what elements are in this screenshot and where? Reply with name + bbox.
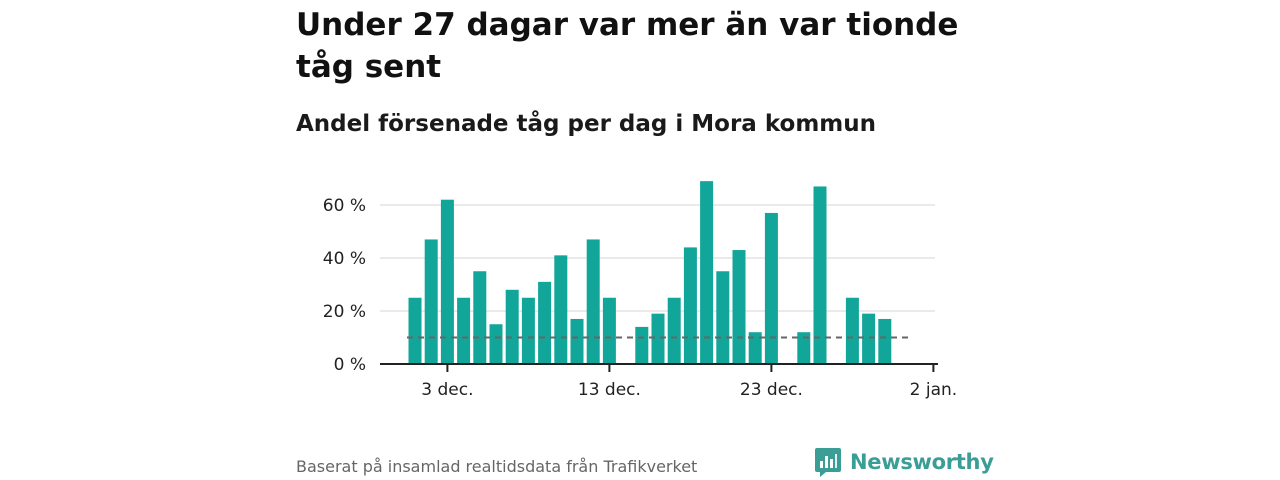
y-tick-label: 20 % <box>323 302 366 322</box>
gridlines <box>380 204 935 312</box>
bar <box>424 239 438 364</box>
bar <box>878 318 892 364</box>
bar <box>408 297 422 364</box>
chart-title: Under 27 dagar var mer än var tionde tåg… <box>296 7 959 85</box>
bar <box>716 271 730 364</box>
bar <box>521 297 535 364</box>
x-tick-label: 2 jan. <box>910 380 958 400</box>
newsworthy-logo-icon <box>815 448 841 477</box>
bar <box>667 297 681 364</box>
x-tick-label: 23 dec. <box>740 380 803 400</box>
bar <box>748 332 762 364</box>
bar <box>813 186 827 364</box>
bar <box>489 324 503 364</box>
bar <box>764 212 778 364</box>
bar-chart: 0 % 20 % 40 % 60 % 3 dec. 13 dec. 23 dec. 2 jan… <box>323 181 957 400</box>
bar <box>440 199 454 364</box>
bars <box>408 181 892 364</box>
bar <box>845 297 859 364</box>
x-tick-label: 13 dec. <box>578 380 641 400</box>
chart-subtitle: Andel försenade tåg per dag i Mora kommu… <box>296 111 876 137</box>
bar <box>862 313 876 364</box>
bar <box>457 297 471 364</box>
bar <box>683 247 697 364</box>
bar <box>586 239 600 364</box>
axes: 0 % 20 % 40 % 60 % 3 dec. 13 dec. 23 dec. 2 jan… <box>323 196 957 400</box>
x-tick-label: 3 dec. <box>421 380 473 400</box>
source-note: Baserat på insamlad realtidsdata från Tr… <box>296 457 698 476</box>
bar <box>554 255 568 364</box>
brand-name: Newsworthy <box>850 450 994 474</box>
y-tick-label: 40 % <box>323 249 366 269</box>
bar <box>505 289 519 364</box>
bar <box>635 326 649 364</box>
y-tick-label: 0 % <box>334 355 366 375</box>
bar <box>538 281 552 364</box>
bar <box>651 313 665 364</box>
bar <box>473 271 487 364</box>
bar <box>602 297 616 364</box>
bar <box>732 250 746 364</box>
bar <box>700 181 714 364</box>
brand-logo: Newsworthy <box>814 446 994 478</box>
bar <box>797 332 811 364</box>
bar <box>570 318 584 364</box>
y-tick-label: 60 % <box>323 196 366 216</box>
